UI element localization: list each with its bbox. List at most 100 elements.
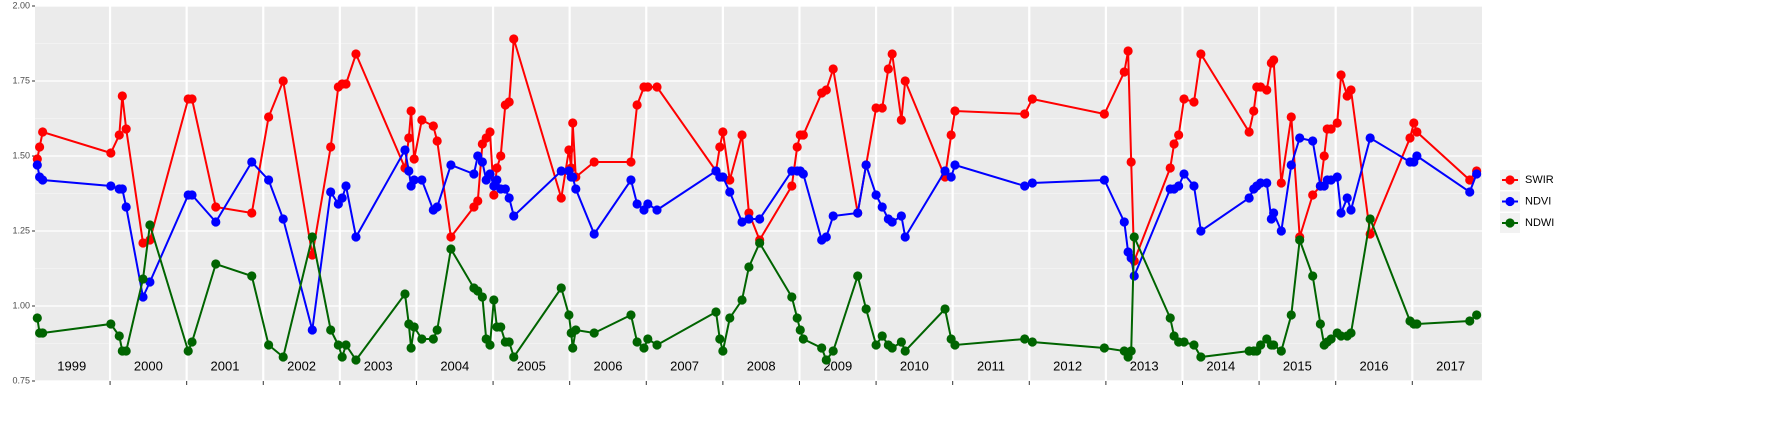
point — [1295, 133, 1305, 143]
point — [211, 259, 221, 269]
point — [737, 217, 747, 227]
point — [817, 343, 827, 353]
point — [564, 145, 574, 155]
point — [718, 346, 728, 356]
point — [1099, 343, 1109, 353]
point — [500, 184, 510, 194]
x-tick-label: 2008 — [747, 358, 776, 373]
point — [469, 169, 479, 179]
point — [446, 244, 456, 254]
point — [477, 157, 487, 167]
point — [1196, 352, 1206, 362]
legend-label: NDVI — [1525, 195, 1551, 207]
point — [821, 232, 831, 242]
point — [626, 310, 636, 320]
point — [278, 352, 288, 362]
point — [492, 175, 502, 185]
point — [887, 343, 897, 353]
point — [1365, 214, 1375, 224]
point — [589, 328, 599, 338]
point — [1336, 208, 1346, 218]
point — [718, 127, 728, 137]
point — [589, 229, 599, 239]
point — [1332, 172, 1342, 182]
point — [307, 325, 317, 335]
point — [556, 166, 566, 176]
point — [725, 175, 735, 185]
point — [1165, 313, 1175, 323]
x-tick-label: 2005 — [517, 358, 546, 373]
point — [1286, 160, 1296, 170]
point — [1256, 340, 1266, 350]
point — [211, 217, 221, 227]
point — [264, 340, 274, 350]
point — [853, 271, 863, 281]
point — [504, 193, 514, 203]
point — [556, 283, 566, 293]
point — [496, 322, 506, 332]
point — [821, 355, 831, 365]
point — [326, 325, 336, 335]
point — [626, 157, 636, 167]
point — [114, 130, 124, 140]
point — [477, 292, 487, 302]
point — [571, 184, 581, 194]
point — [725, 313, 735, 323]
point — [568, 172, 578, 182]
point — [861, 304, 871, 314]
point — [711, 307, 721, 317]
point — [446, 160, 456, 170]
point — [940, 166, 950, 176]
point — [404, 166, 414, 176]
point — [428, 334, 438, 344]
point — [1269, 208, 1279, 218]
point — [406, 106, 416, 116]
point — [795, 325, 805, 335]
point — [887, 217, 897, 227]
legend: SWIR NDVI NDWI — [1500, 170, 1554, 233]
point — [1129, 271, 1139, 281]
point — [496, 151, 506, 161]
x-tick-label: 2001 — [211, 358, 240, 373]
point — [38, 175, 48, 185]
legend-point — [1505, 196, 1515, 207]
point — [1169, 139, 1179, 149]
point — [409, 322, 419, 332]
point — [121, 346, 131, 356]
point — [652, 205, 662, 215]
point — [509, 352, 519, 362]
y-tick-label: 1.25 — [12, 225, 30, 235]
point — [877, 202, 887, 212]
point — [183, 346, 193, 356]
point — [715, 334, 725, 344]
point — [853, 208, 863, 218]
point — [798, 334, 808, 344]
point — [278, 214, 288, 224]
point — [828, 64, 838, 74]
point — [211, 202, 221, 212]
point — [485, 169, 495, 179]
point — [247, 157, 257, 167]
point — [1365, 133, 1375, 143]
point — [950, 106, 960, 116]
point — [1276, 346, 1286, 356]
legend-label: SWIR — [1525, 174, 1554, 186]
point — [106, 181, 116, 191]
x-tick-label: 1999 — [57, 358, 86, 373]
point — [1020, 334, 1030, 344]
point — [1276, 226, 1286, 236]
point — [798, 169, 808, 179]
point — [138, 238, 148, 248]
point — [333, 340, 343, 350]
point — [473, 196, 483, 206]
point — [626, 175, 636, 185]
point — [1472, 310, 1482, 320]
point — [1099, 175, 1109, 185]
point — [1189, 97, 1199, 107]
point — [38, 328, 48, 338]
point — [737, 295, 747, 305]
point — [643, 334, 653, 344]
point — [1465, 187, 1475, 197]
point — [406, 343, 416, 353]
point — [1336, 70, 1346, 80]
